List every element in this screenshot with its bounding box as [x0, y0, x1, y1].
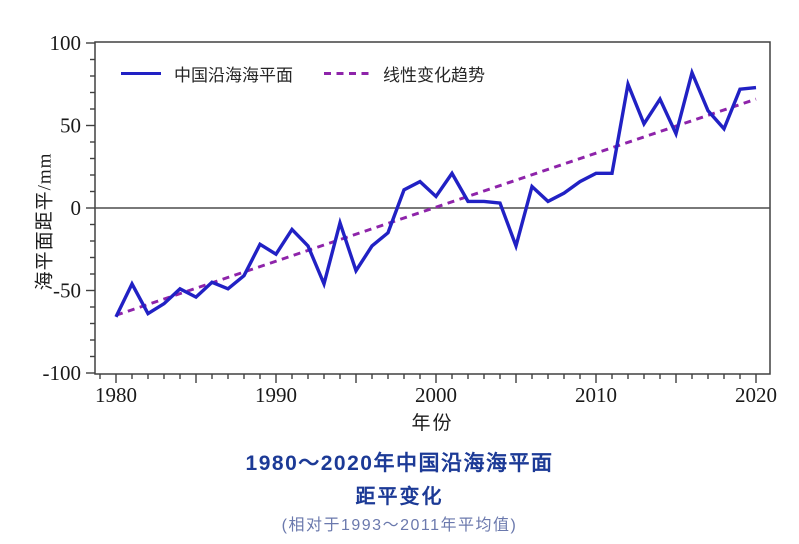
caption-note: (相对于1993～2011年平均值) [281, 517, 518, 534]
svg-text:2010: 2010 [575, 383, 617, 407]
svg-text:0: 0 [71, 196, 82, 220]
caption-title-line1: 1980～2020年中国沿海海平面 [245, 452, 554, 475]
svg-text:1980: 1980 [95, 383, 137, 407]
x-axis-ticks: 1980 1990 2000 2010 2020 [95, 374, 777, 407]
svg-text:-100: -100 [43, 361, 82, 385]
legend: 中国沿海海平面 线性变化趋势 [121, 61, 485, 86]
svg-text:1990: 1990 [255, 383, 297, 407]
sea-level-series-line [114, 67, 757, 318]
legend-label-trend: 线性变化趋势 [383, 66, 485, 85]
trend-line [115, 97, 757, 317]
y-axis-ticks: -100 -50 0 50 100 [43, 31, 95, 385]
legend-label-series: 中国沿海海平面 [174, 66, 293, 85]
sea-level-plot: -100 -50 0 50 100 1980 1990 2000 2010 2020 [43, 31, 778, 407]
trend-line-swatch [324, 71, 370, 76]
svg-text:100: 100 [50, 31, 82, 55]
caption-title-line2: 距平变化 [355, 486, 444, 508]
svg-text:2000: 2000 [415, 383, 457, 407]
y-axis-title: 海平面距平/mm [34, 152, 56, 291]
svg-text:-50: -50 [53, 279, 81, 303]
series-line-swatch [121, 71, 161, 76]
svg-text:2020: 2020 [735, 383, 777, 407]
svg-text:50: 50 [60, 114, 81, 138]
x-axis-title: 年份 [411, 413, 454, 434]
